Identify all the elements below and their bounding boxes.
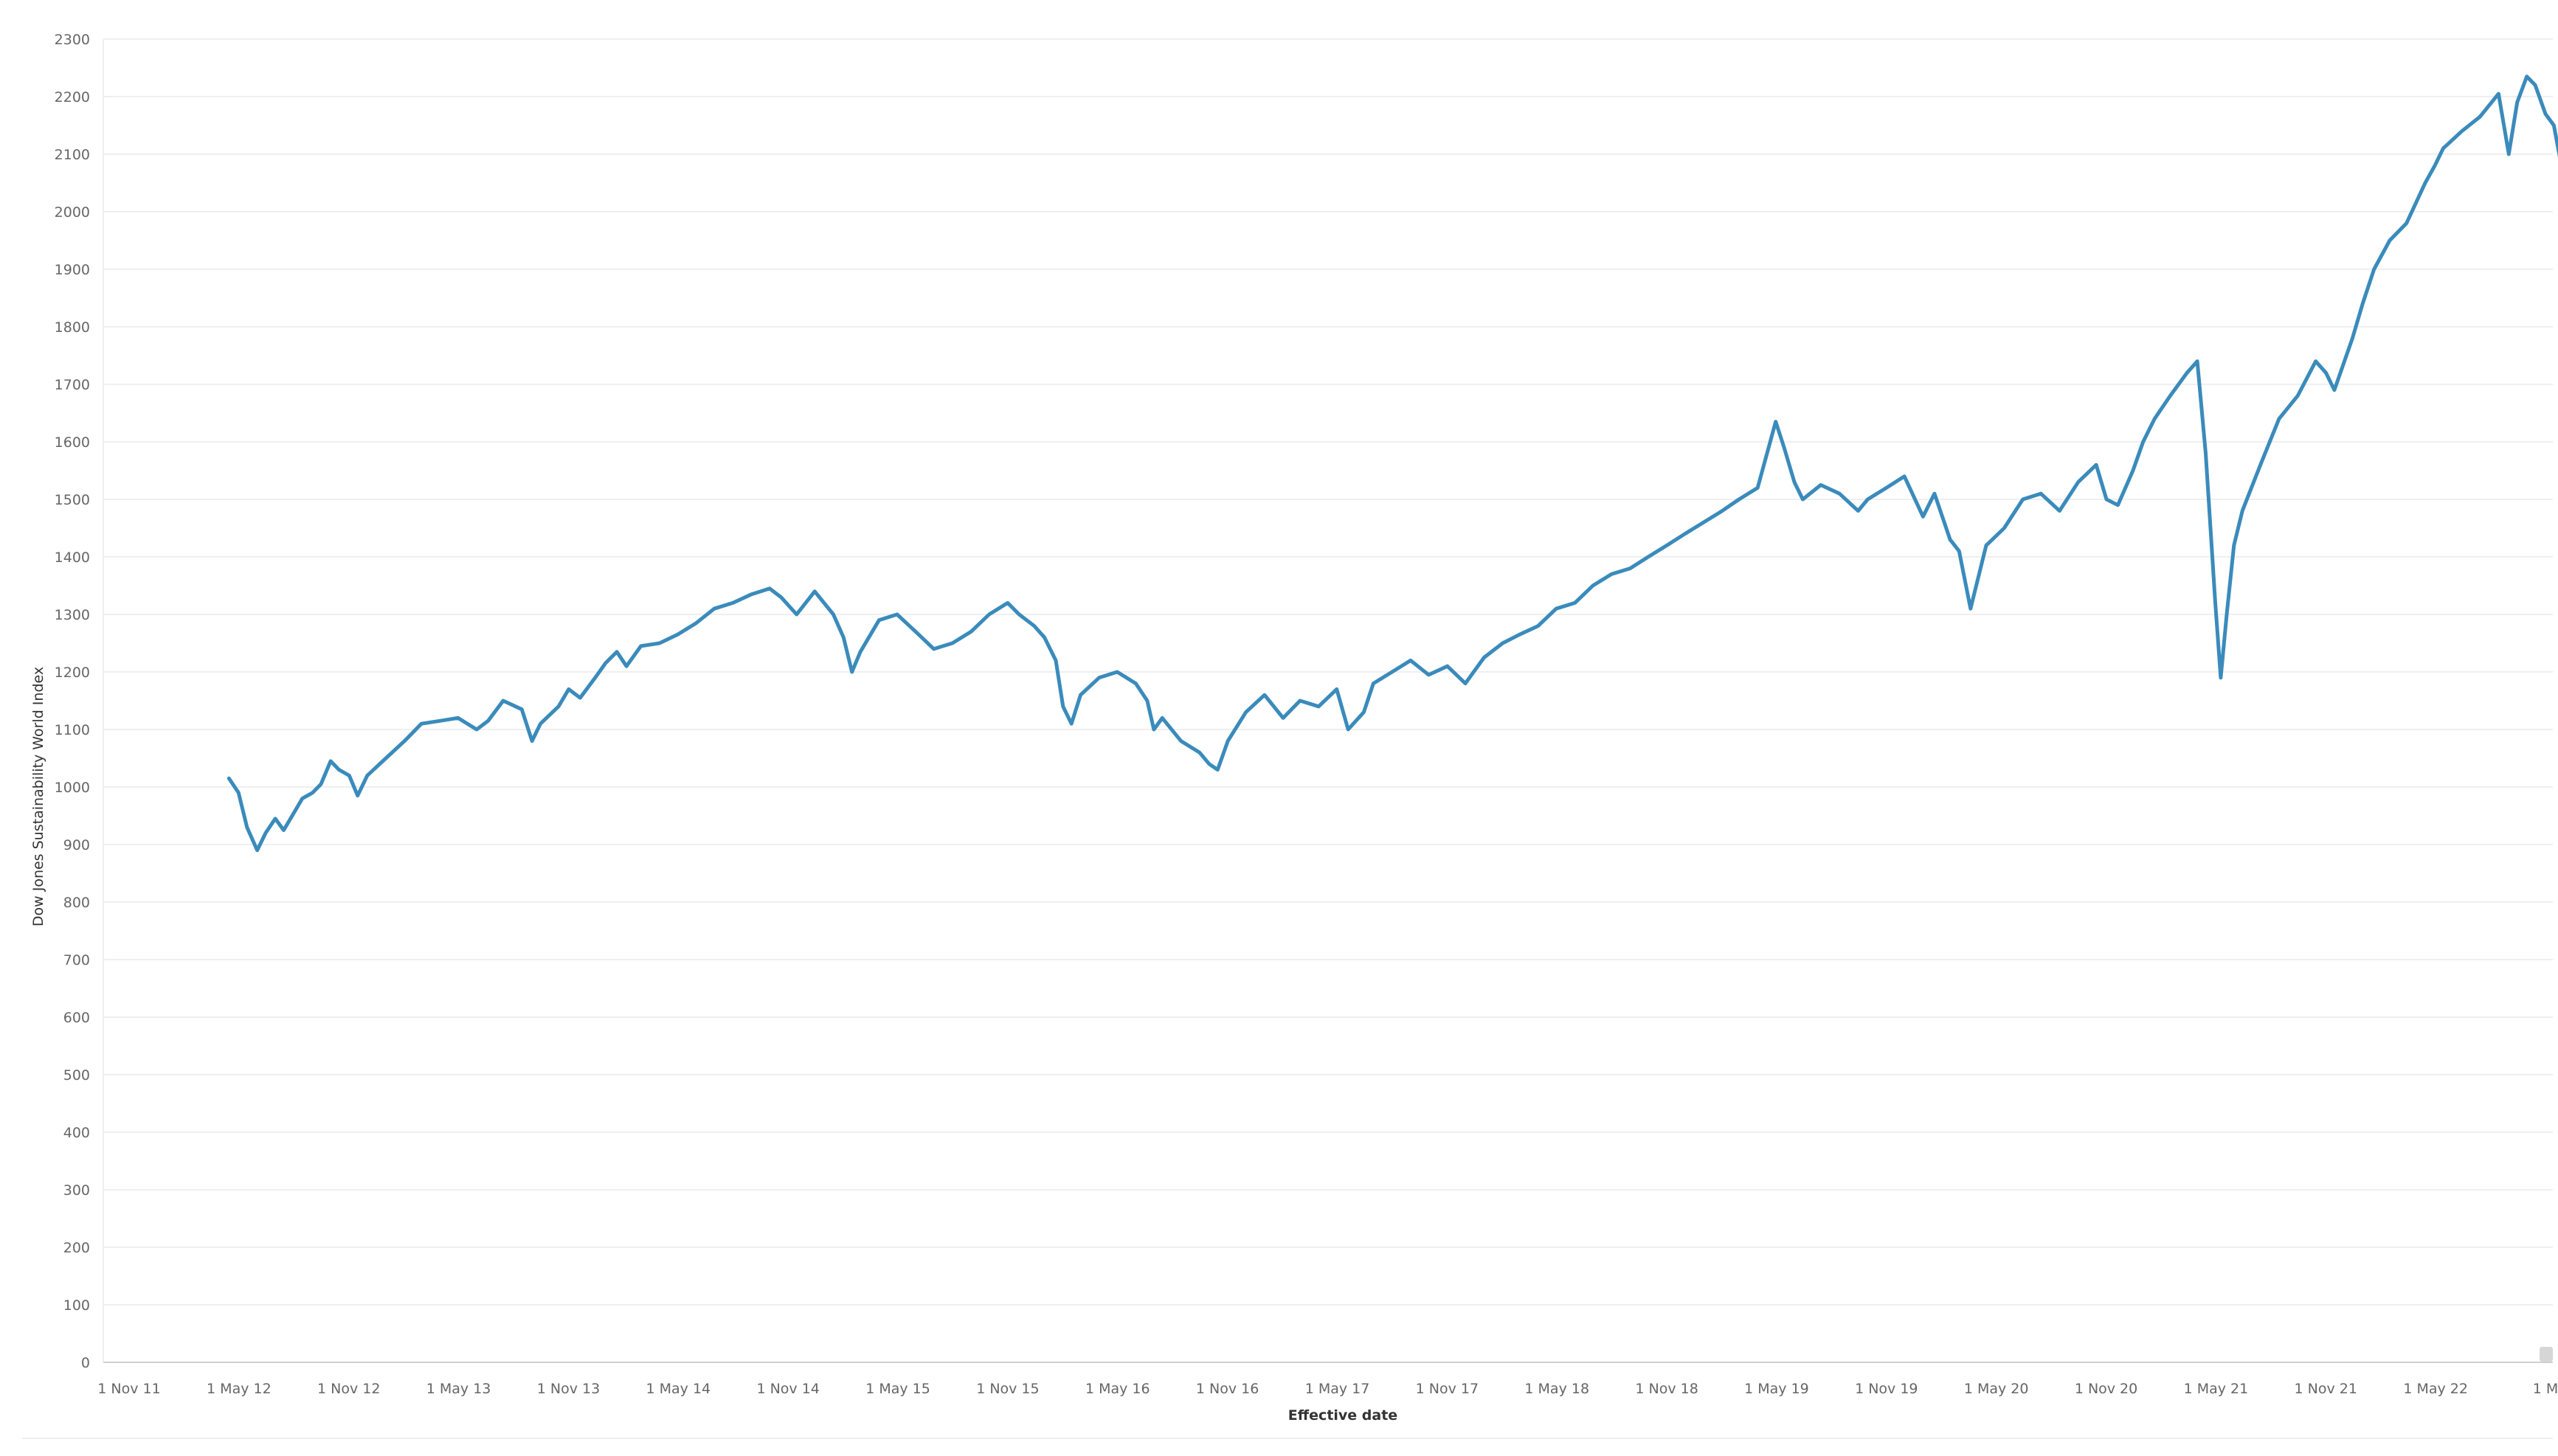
series-line-0 <box>227 74 2558 853</box>
y-tick-label: 900 <box>63 837 90 853</box>
y-tick-label: 1000 <box>55 780 90 796</box>
x-axis-title: Effective date <box>1288 1407 1397 1424</box>
y-tick-label: 500 <box>63 1067 90 1084</box>
x-tick-label: 1 Nov 18 <box>1635 1381 1698 1397</box>
x-tick-label: 1 May 20 <box>1964 1381 2029 1397</box>
y-axis: 0 100 200 300 400 500 600 700 800 900 1000 1100 1200… <box>55 32 90 1371</box>
scrollbar-handle[interactable] <box>2540 1347 2553 1362</box>
x-tick-label: 1 Nov 19 <box>1855 1381 1918 1397</box>
x-tick-label: 1 May 17 <box>1305 1381 1370 1397</box>
y-tick-label: 0 <box>81 1355 90 1371</box>
y-tick-label: 1200 <box>55 665 90 681</box>
x-axis: 1 Nov 11 1 May 12 1 Nov 12 1 May 13 1 Nov 13… <box>97 1381 2558 1397</box>
x-tick-label: 1 Nov 21 <box>2295 1381 2357 1397</box>
y-tick-label: 800 <box>63 895 90 911</box>
x-tick-label: 1 Nov 14 <box>756 1381 819 1397</box>
y-tick-label: 1100 <box>55 722 90 738</box>
x-tick-label: 1 May 15 <box>865 1381 930 1397</box>
x-tick-label: 1 May 22 <box>2403 1381 2468 1397</box>
y-tick-label: 100 <box>63 1297 90 1314</box>
x-tick-label: 1 May 13 <box>426 1381 491 1397</box>
x-tick-label: 1 Nov 16 <box>1196 1381 1259 1397</box>
x-tick-label: 1 Nov 13 <box>537 1381 600 1397</box>
y-tick-label: 1600 <box>55 434 90 451</box>
y-tick-label: 2000 <box>55 204 90 221</box>
x-tick-label: 1 May 19 <box>1744 1381 1809 1397</box>
x-tick-label: 1 Nov 11 <box>97 1381 160 1397</box>
y-tick-label: 1800 <box>55 319 90 336</box>
y-tick-label: 2200 <box>55 89 90 105</box>
x-tick-label: 1 May 21 <box>2184 1381 2249 1397</box>
y-tick-label: 2100 <box>55 147 90 163</box>
x-tick-label: 1 Nov 15 <box>976 1381 1039 1397</box>
x-tick-label: 1 Nov 20 <box>2075 1381 2137 1397</box>
y-tick-label: 1500 <box>55 492 90 508</box>
y-tick-label: 300 <box>63 1182 90 1199</box>
y-tick-label: 1300 <box>55 607 90 623</box>
x-tick-label: 1 Nov 17 <box>1416 1381 1479 1397</box>
x-tick-label: 1 May 18 <box>1524 1381 1589 1397</box>
x-tick-label: 1 May 16 <box>1085 1381 1150 1397</box>
x-tick-label: 1 Nov 12 <box>317 1381 380 1397</box>
y-tick-label: 1900 <box>55 262 90 278</box>
y-tick-label: 1400 <box>55 550 90 566</box>
grid <box>22 38 2553 1439</box>
y-tick-label: 2300 <box>55 32 90 48</box>
x-tick-label: 1 May 12 <box>207 1381 272 1397</box>
x-tick-label: 1 May 14 <box>646 1381 711 1397</box>
y-tick-label: 1700 <box>55 377 90 393</box>
series-layer <box>227 74 2558 853</box>
y-tick-label: 600 <box>63 1010 90 1026</box>
y-tick-label: 200 <box>63 1240 90 1256</box>
y-axis-title: Dow Jones Sustainability World Index <box>30 667 46 926</box>
y-tick-label: 700 <box>63 952 90 968</box>
x-tick-label: 1 M <box>2533 1381 2558 1397</box>
y-tick-label: 400 <box>63 1125 90 1141</box>
